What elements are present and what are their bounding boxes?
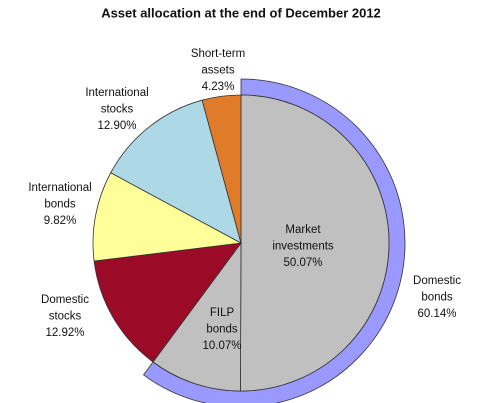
ring-value-label: 60.14% — [417, 308, 456, 320]
slice-label: stocks — [49, 311, 82, 323]
slice-value-label: 12.90% — [97, 120, 136, 132]
slice-label: bonds — [206, 324, 238, 336]
slice-value-label: 10.07% — [202, 340, 241, 352]
pie-slice — [92, 172, 243, 262]
slice-label: FILP — [210, 307, 235, 319]
slice-value-label: 12.92% — [45, 327, 84, 339]
slice-label: International — [28, 182, 91, 194]
ring-label: Domestic — [413, 275, 461, 287]
slice-label: assets — [201, 65, 234, 77]
slice-label: Domestic — [41, 294, 89, 306]
slice-label: Market — [285, 224, 321, 236]
slice-label: stocks — [101, 104, 134, 116]
pie-slice — [201, 94, 242, 244]
ring-label: bonds — [421, 292, 453, 304]
chart-title: Asset allocation at the end of December … — [101, 5, 381, 20]
pie-slice — [110, 99, 242, 244]
slice-label: investments — [272, 241, 334, 253]
slice-value-label: 4.23% — [202, 81, 235, 93]
pie-slice — [152, 241, 242, 392]
slice-value-label: 50.07% — [283, 257, 322, 269]
slice-value-label: 9.82% — [44, 215, 77, 227]
slice-label: Short-term — [191, 48, 245, 60]
slice-label: bonds — [44, 199, 76, 211]
pie-slice — [239, 94, 390, 392]
slice-label: International — [85, 87, 148, 99]
pie-slice — [93, 242, 242, 363]
